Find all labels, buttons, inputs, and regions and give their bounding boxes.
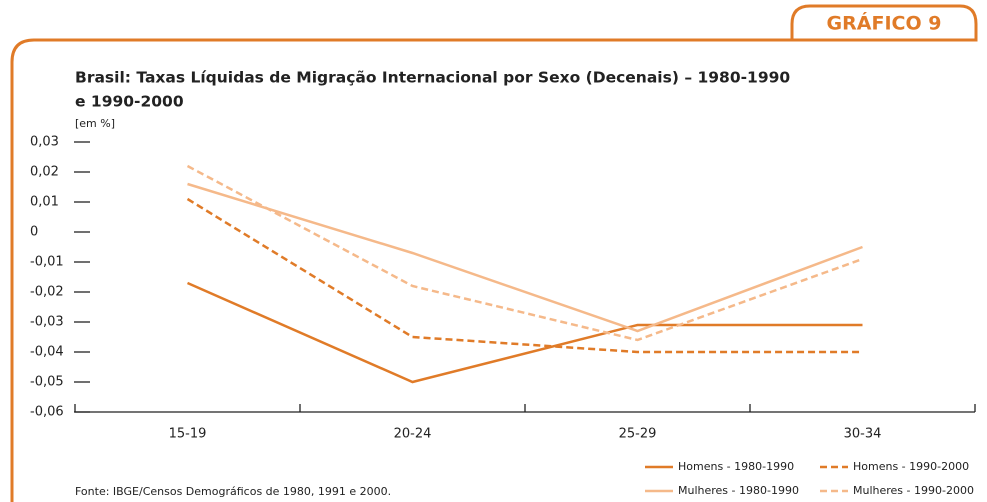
- y-tick-label: 0: [30, 225, 38, 240]
- series-line: [187, 182, 863, 333]
- badge-box: [790, 4, 978, 42]
- y-tick-label: 0,03: [30, 135, 59, 150]
- x-tick-label: 20-24: [394, 427, 432, 442]
- series-line: [186, 164, 863, 342]
- legend-label: Mulheres - 1980-1990: [678, 484, 799, 497]
- y-tick-label: -0,05: [30, 375, 64, 390]
- source: Fonte: IBGE/Censos Demográficos de 1980,…: [75, 485, 391, 498]
- x-tick-label: 30-34: [844, 427, 882, 442]
- series-line: [186, 281, 863, 384]
- series-line: [186, 197, 863, 354]
- legend-label: Homens - 1980-1990: [678, 460, 794, 473]
- y-tick-label: -0,02: [30, 285, 64, 300]
- y-unit: [em %]: [75, 117, 115, 130]
- frame: [10, 38, 792, 502]
- y-tick-label: 0,02: [30, 165, 59, 180]
- chart-title: Brasil: Taxas Líquidas de Migração Inter…: [75, 69, 790, 87]
- y-tick-label: 0,01: [30, 195, 59, 210]
- chart-title-2: e 1990-2000: [75, 93, 184, 111]
- x-tick-label: 25-29: [619, 427, 657, 442]
- y-tick-label: -0,06: [30, 405, 64, 420]
- badge: GRÁFICO 9: [827, 12, 942, 35]
- x-tick-label: 15-19: [169, 427, 207, 442]
- legend-label: Homens - 1990-2000: [853, 460, 969, 473]
- y-tick-label: -0,04: [30, 345, 64, 360]
- legend-label: Mulheres - 1990-2000: [853, 484, 974, 497]
- y-tick-label: -0,03: [30, 315, 64, 330]
- y-tick-label: -0,01: [30, 255, 64, 270]
